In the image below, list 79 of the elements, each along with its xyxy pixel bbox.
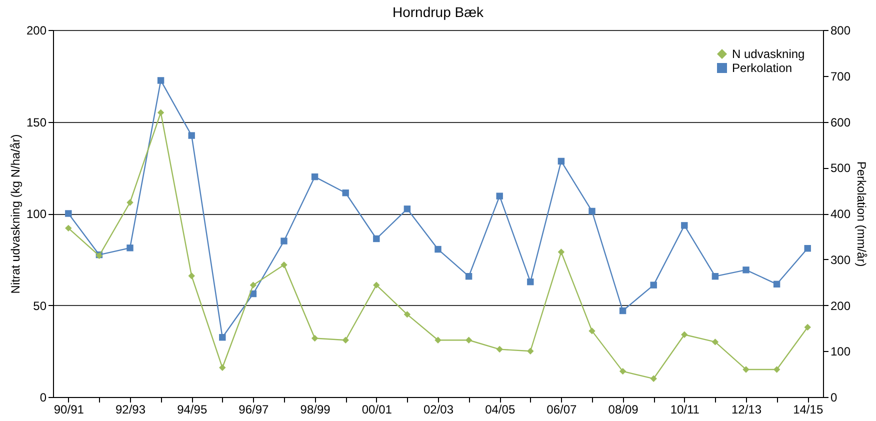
point <box>157 77 164 84</box>
point <box>804 245 811 252</box>
point <box>712 272 719 280</box>
point <box>681 331 688 338</box>
point <box>496 346 503 353</box>
x-tick-label: 90/91 <box>54 402 84 416</box>
y2-tick-label: 500 <box>830 161 851 176</box>
point <box>188 272 195 280</box>
x-tick-label: 08/09 <box>608 402 639 416</box>
x-tick-label: 00/01 <box>362 402 392 416</box>
y2-tick-label: 200 <box>830 298 851 313</box>
point <box>219 334 226 341</box>
point <box>496 192 503 200</box>
point <box>280 238 288 244</box>
y-tick-label: 150 <box>26 115 47 130</box>
point <box>280 262 288 268</box>
point <box>804 324 811 331</box>
point <box>558 158 565 165</box>
point <box>219 364 226 371</box>
x-tick-label: 04/05 <box>485 402 516 416</box>
point <box>619 368 626 375</box>
point <box>465 336 472 344</box>
y2-tick-label: 0 <box>830 390 838 404</box>
y2-tick-label: 400 <box>830 207 851 221</box>
x-tick-label: 12/13 <box>731 402 762 416</box>
point <box>558 248 565 256</box>
legend-label: Perkolation <box>732 61 792 75</box>
x-tick-label: 98/99 <box>300 402 331 416</box>
x-tick-label: 10/11 <box>670 402 700 416</box>
point <box>588 328 596 334</box>
point <box>527 278 534 286</box>
point <box>465 272 472 280</box>
point <box>126 199 134 206</box>
point <box>311 334 318 342</box>
y2-tick-label: 300 <box>830 252 851 267</box>
point <box>404 206 411 212</box>
point <box>373 282 380 288</box>
x-tick-label: 92/93 <box>115 402 146 416</box>
point <box>650 282 657 288</box>
x-tick-label: 06/07 <box>546 402 578 416</box>
point <box>65 224 72 232</box>
point <box>712 338 719 346</box>
point <box>404 311 411 318</box>
x-tick-label: 96/97 <box>238 402 270 416</box>
point <box>65 210 72 217</box>
point <box>650 375 657 382</box>
point <box>342 336 349 344</box>
point <box>342 190 349 196</box>
y2-tick-label: 100 <box>830 344 851 359</box>
y2-tick-label: 700 <box>830 69 851 84</box>
point <box>157 109 164 116</box>
y-tick-label: 50 <box>33 298 47 313</box>
x-tick-label: 14/15 <box>793 402 824 416</box>
y-tick-label: 200 <box>26 24 47 38</box>
point <box>619 307 626 314</box>
x-tick-label: 94/95 <box>177 402 208 416</box>
point <box>742 266 750 274</box>
point <box>527 348 534 354</box>
y2-tick-label: 600 <box>830 115 851 130</box>
point <box>742 366 750 373</box>
legend-label: N udvaskning <box>732 47 805 61</box>
x-tick-label: 02/03 <box>423 402 454 416</box>
point <box>773 280 780 288</box>
y2-tick-label: 800 <box>830 24 851 38</box>
point <box>773 366 780 373</box>
chart-title: Horndrup Bæk <box>392 4 485 20</box>
point <box>126 244 134 252</box>
point <box>250 282 257 288</box>
point <box>373 235 380 242</box>
y-axis-title: Nitrat udvaskning (kg N/ha/år) <box>8 134 22 294</box>
y2-axis-title: Perkolation (mm/år) <box>854 161 869 267</box>
point <box>588 208 596 215</box>
point <box>681 222 688 229</box>
point <box>434 336 442 344</box>
point <box>188 132 195 139</box>
point <box>434 246 442 253</box>
y-tick-label: 100 <box>26 207 47 221</box>
y-tick-label: 0 <box>40 390 47 404</box>
point <box>311 173 318 180</box>
